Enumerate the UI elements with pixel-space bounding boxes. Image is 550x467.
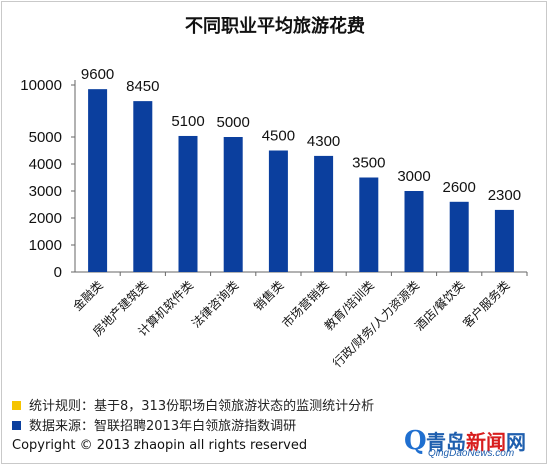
bar xyxy=(449,201,469,272)
bar xyxy=(494,209,514,272)
bar xyxy=(133,101,153,273)
bar xyxy=(404,191,424,272)
data-label: 5100 xyxy=(171,113,204,130)
legend-square-blue xyxy=(12,421,21,430)
bar xyxy=(223,137,243,272)
y-tick-label: 1000 xyxy=(29,237,62,254)
data-label: 8450 xyxy=(126,78,159,95)
watermark-title-part2: 新闻 xyxy=(466,430,506,454)
y-tick-label: 0 xyxy=(54,264,62,281)
category-label: 客户服务类 xyxy=(459,278,512,331)
data-label: 2300 xyxy=(488,187,521,204)
watermark-title-part3: 网 xyxy=(506,430,526,454)
note-source-text: 数据来源：智联招聘2013年白领旅游指数调研 xyxy=(29,419,297,434)
category-label: 金融类 xyxy=(70,278,106,314)
bar xyxy=(88,89,108,272)
category-label: 销售类 xyxy=(250,278,286,314)
y-tick-label: 2000 xyxy=(29,210,62,227)
legend-square-yellow xyxy=(12,401,21,410)
bar xyxy=(359,177,379,272)
watermark-logo: Q 青岛新闻网 QingDaoNews.com xyxy=(402,426,542,460)
q-logo-icon: Q xyxy=(404,426,427,456)
note-rule-text: 统计规则：基于8，313份职场白领旅游状态的监测统计分析 xyxy=(29,399,375,414)
category-label: 法律咨询类 xyxy=(188,278,241,331)
copyright-text: Copyright © 2013 zhaopin all rights rese… xyxy=(12,438,308,453)
data-label: 3000 xyxy=(397,168,430,185)
note-source: 数据来源：智联招聘2013年白领旅游指数调研 xyxy=(12,415,296,434)
note-rule: 统计规则：基于8，313份职场白领旅游状态的监测统计分析 xyxy=(12,395,374,414)
y-tick-label: 10000 xyxy=(20,77,62,94)
y-tick-label: 3000 xyxy=(29,183,62,200)
data-label: 4500 xyxy=(262,128,295,145)
data-label: 2600 xyxy=(443,179,476,196)
data-label: 9600 xyxy=(81,66,114,83)
watermark-title: 青岛新闻网 xyxy=(426,426,526,455)
category-label: 行政/财务/人力资源类 xyxy=(329,278,422,371)
bar xyxy=(314,155,334,272)
y-tick-label: 5000 xyxy=(29,129,62,146)
bar xyxy=(268,150,288,272)
bar xyxy=(178,135,198,272)
data-label: 3500 xyxy=(352,155,385,172)
data-label: 5000 xyxy=(217,114,250,131)
y-tick-label: 4000 xyxy=(29,156,62,173)
bar-chart: 010002000300040005000100009600金融类8450房地产… xyxy=(20,66,528,371)
chart-title: 不同职业平均旅游花费 xyxy=(185,16,365,37)
data-label: 4300 xyxy=(307,133,340,150)
watermark-url: QingDaoNews.com xyxy=(428,448,515,459)
watermark-title-part1: 青岛 xyxy=(426,430,466,454)
